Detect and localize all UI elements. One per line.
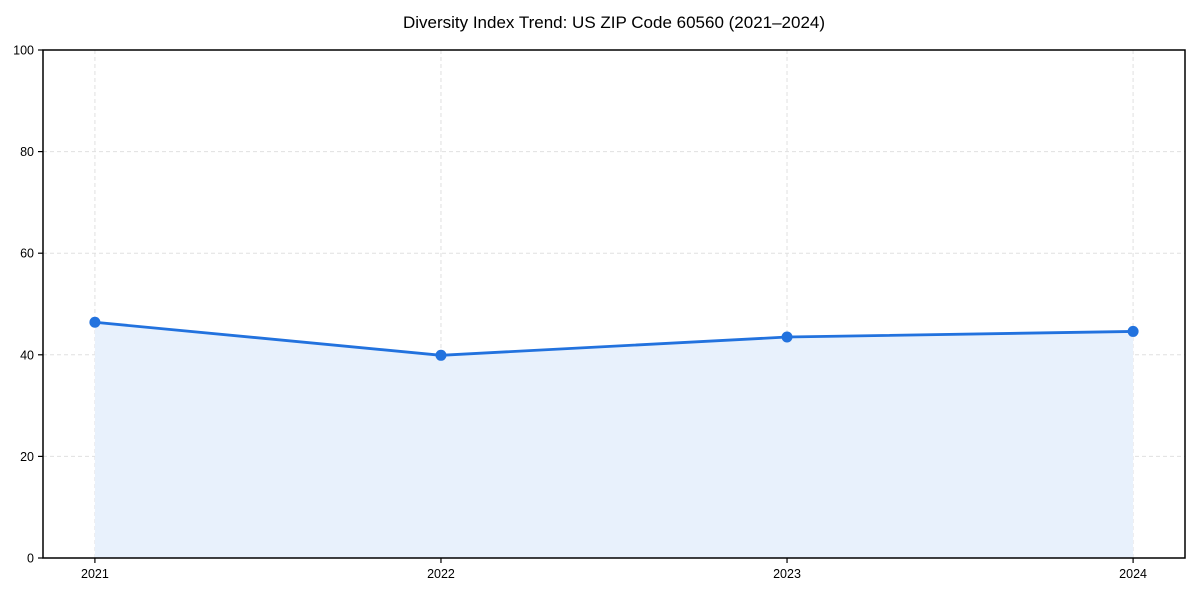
y-axis-tick-label: 80: [20, 145, 34, 159]
data-point-marker-2022: [435, 349, 447, 361]
plot-border: [42, 49, 1186, 559]
x-axis-tick-label: 2021: [81, 567, 109, 581]
y-axis-tick-label: 20: [20, 450, 34, 464]
data-point-marker-2021: [89, 316, 101, 328]
trend-line: [93, 320, 1135, 357]
x-axis-tick-label: 2024: [1119, 567, 1147, 581]
data-point-marker-2023: [781, 331, 793, 343]
data-point-marker-2024: [1127, 325, 1139, 337]
chart-title: Diversity Index Trend: US ZIP Code 60560…: [402, 13, 826, 32]
y-axis-tick-label: 0: [27, 552, 34, 566]
x-axis-tick-label: 2022: [427, 567, 455, 581]
y-axis-tick-label: 100: [13, 44, 34, 58]
y-axis-tick-label: 40: [20, 348, 34, 362]
x-axis-tick-label: 2023: [773, 567, 801, 581]
area-fill: [94, 322, 1134, 558]
y-axis-tick-label: 60: [20, 247, 34, 261]
